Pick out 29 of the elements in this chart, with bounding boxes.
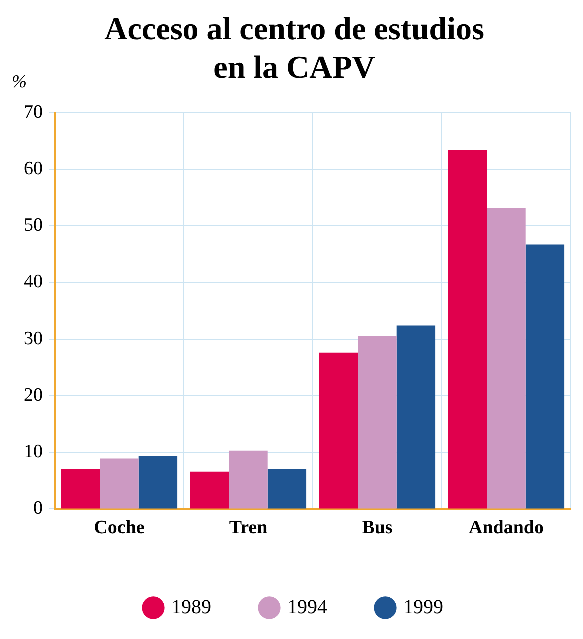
y-tick-label: 20 xyxy=(24,384,43,406)
x-tick-label: Tren xyxy=(229,518,268,539)
bar xyxy=(61,470,100,509)
y-tick-label: 30 xyxy=(24,328,43,350)
bar xyxy=(319,352,358,509)
bar xyxy=(526,244,565,509)
y-tick-label: 0 xyxy=(34,498,43,520)
x-tick-label: Bus xyxy=(362,518,393,539)
legend-label: 1999 xyxy=(404,596,444,618)
y-axis-title: % xyxy=(12,72,27,92)
bar xyxy=(190,472,230,509)
y-tick-label: 10 xyxy=(24,442,43,463)
x-tick-label: Andando xyxy=(469,518,544,539)
bar xyxy=(100,458,139,509)
y-tick-label: 40 xyxy=(24,272,43,293)
chart-title: Acceso al centro de estudios en la CAPV xyxy=(104,10,484,85)
y-tick-label: 70 xyxy=(24,102,43,123)
bar xyxy=(268,470,307,509)
bar xyxy=(448,150,488,509)
bar xyxy=(358,336,397,509)
x-tick-label: Coche xyxy=(94,518,145,539)
bar xyxy=(396,326,436,509)
bar xyxy=(487,208,526,509)
legend-label: 1989 xyxy=(172,596,212,618)
bar xyxy=(229,450,268,509)
bar xyxy=(138,456,178,509)
legend-label: 1994 xyxy=(288,596,328,618)
y-tick-label: 50 xyxy=(24,215,43,236)
y-tick-label: 60 xyxy=(24,158,43,180)
